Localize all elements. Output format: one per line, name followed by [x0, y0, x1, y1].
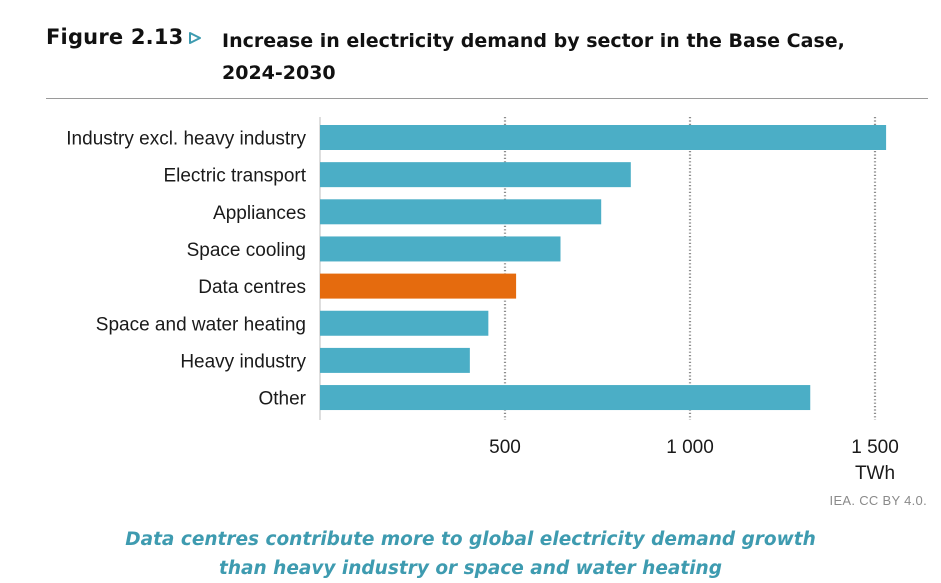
caption-line-1: Data centres contribute more to global e… — [125, 529, 816, 550]
figure-title: Increase in electricity demand by sector… — [222, 25, 902, 89]
figure-title-line-1: Increase in electricity demand by sector… — [222, 30, 845, 52]
bar-6 — [320, 310, 489, 336]
bar-chart: Industry excl. heavy industry Electric tr… — [66, 117, 899, 484]
category-label-5: Data centres — [198, 277, 306, 298]
title-divider — [46, 98, 928, 99]
category-label-2: Electric transport — [163, 166, 306, 187]
figure-number: Figure 2.13 — [46, 25, 184, 49]
caption-line-2: than heavy industry or space and water h… — [219, 558, 722, 579]
category-label-8: Other — [258, 389, 306, 410]
category-label-7: Heavy industry — [180, 351, 306, 372]
category-label-6: Space and water heating — [96, 314, 306, 335]
bar-2 — [320, 162, 631, 188]
figure-title-line-2: 2024-2030 — [222, 62, 336, 84]
play-outline-icon — [189, 32, 201, 44]
tick-label-3: 1 500 — [851, 437, 899, 458]
bar-8 — [320, 385, 811, 411]
x-axis-unit: TWh — [855, 463, 895, 484]
bar-1 — [320, 125, 887, 150]
category-label-1: Industry excl. heavy industry — [66, 129, 306, 150]
tick-label-2: 1 000 — [666, 437, 714, 458]
tick-label-1: 500 — [489, 437, 521, 458]
bar-7 — [320, 347, 470, 373]
category-label-3: Appliances — [213, 203, 306, 224]
bar-5 — [320, 273, 517, 299]
category-label-4: Space cooling — [187, 240, 306, 261]
source-note: IEA. CC BY 4.0. — [829, 493, 927, 508]
bar-3 — [320, 199, 602, 225]
bar-4 — [320, 236, 561, 262]
